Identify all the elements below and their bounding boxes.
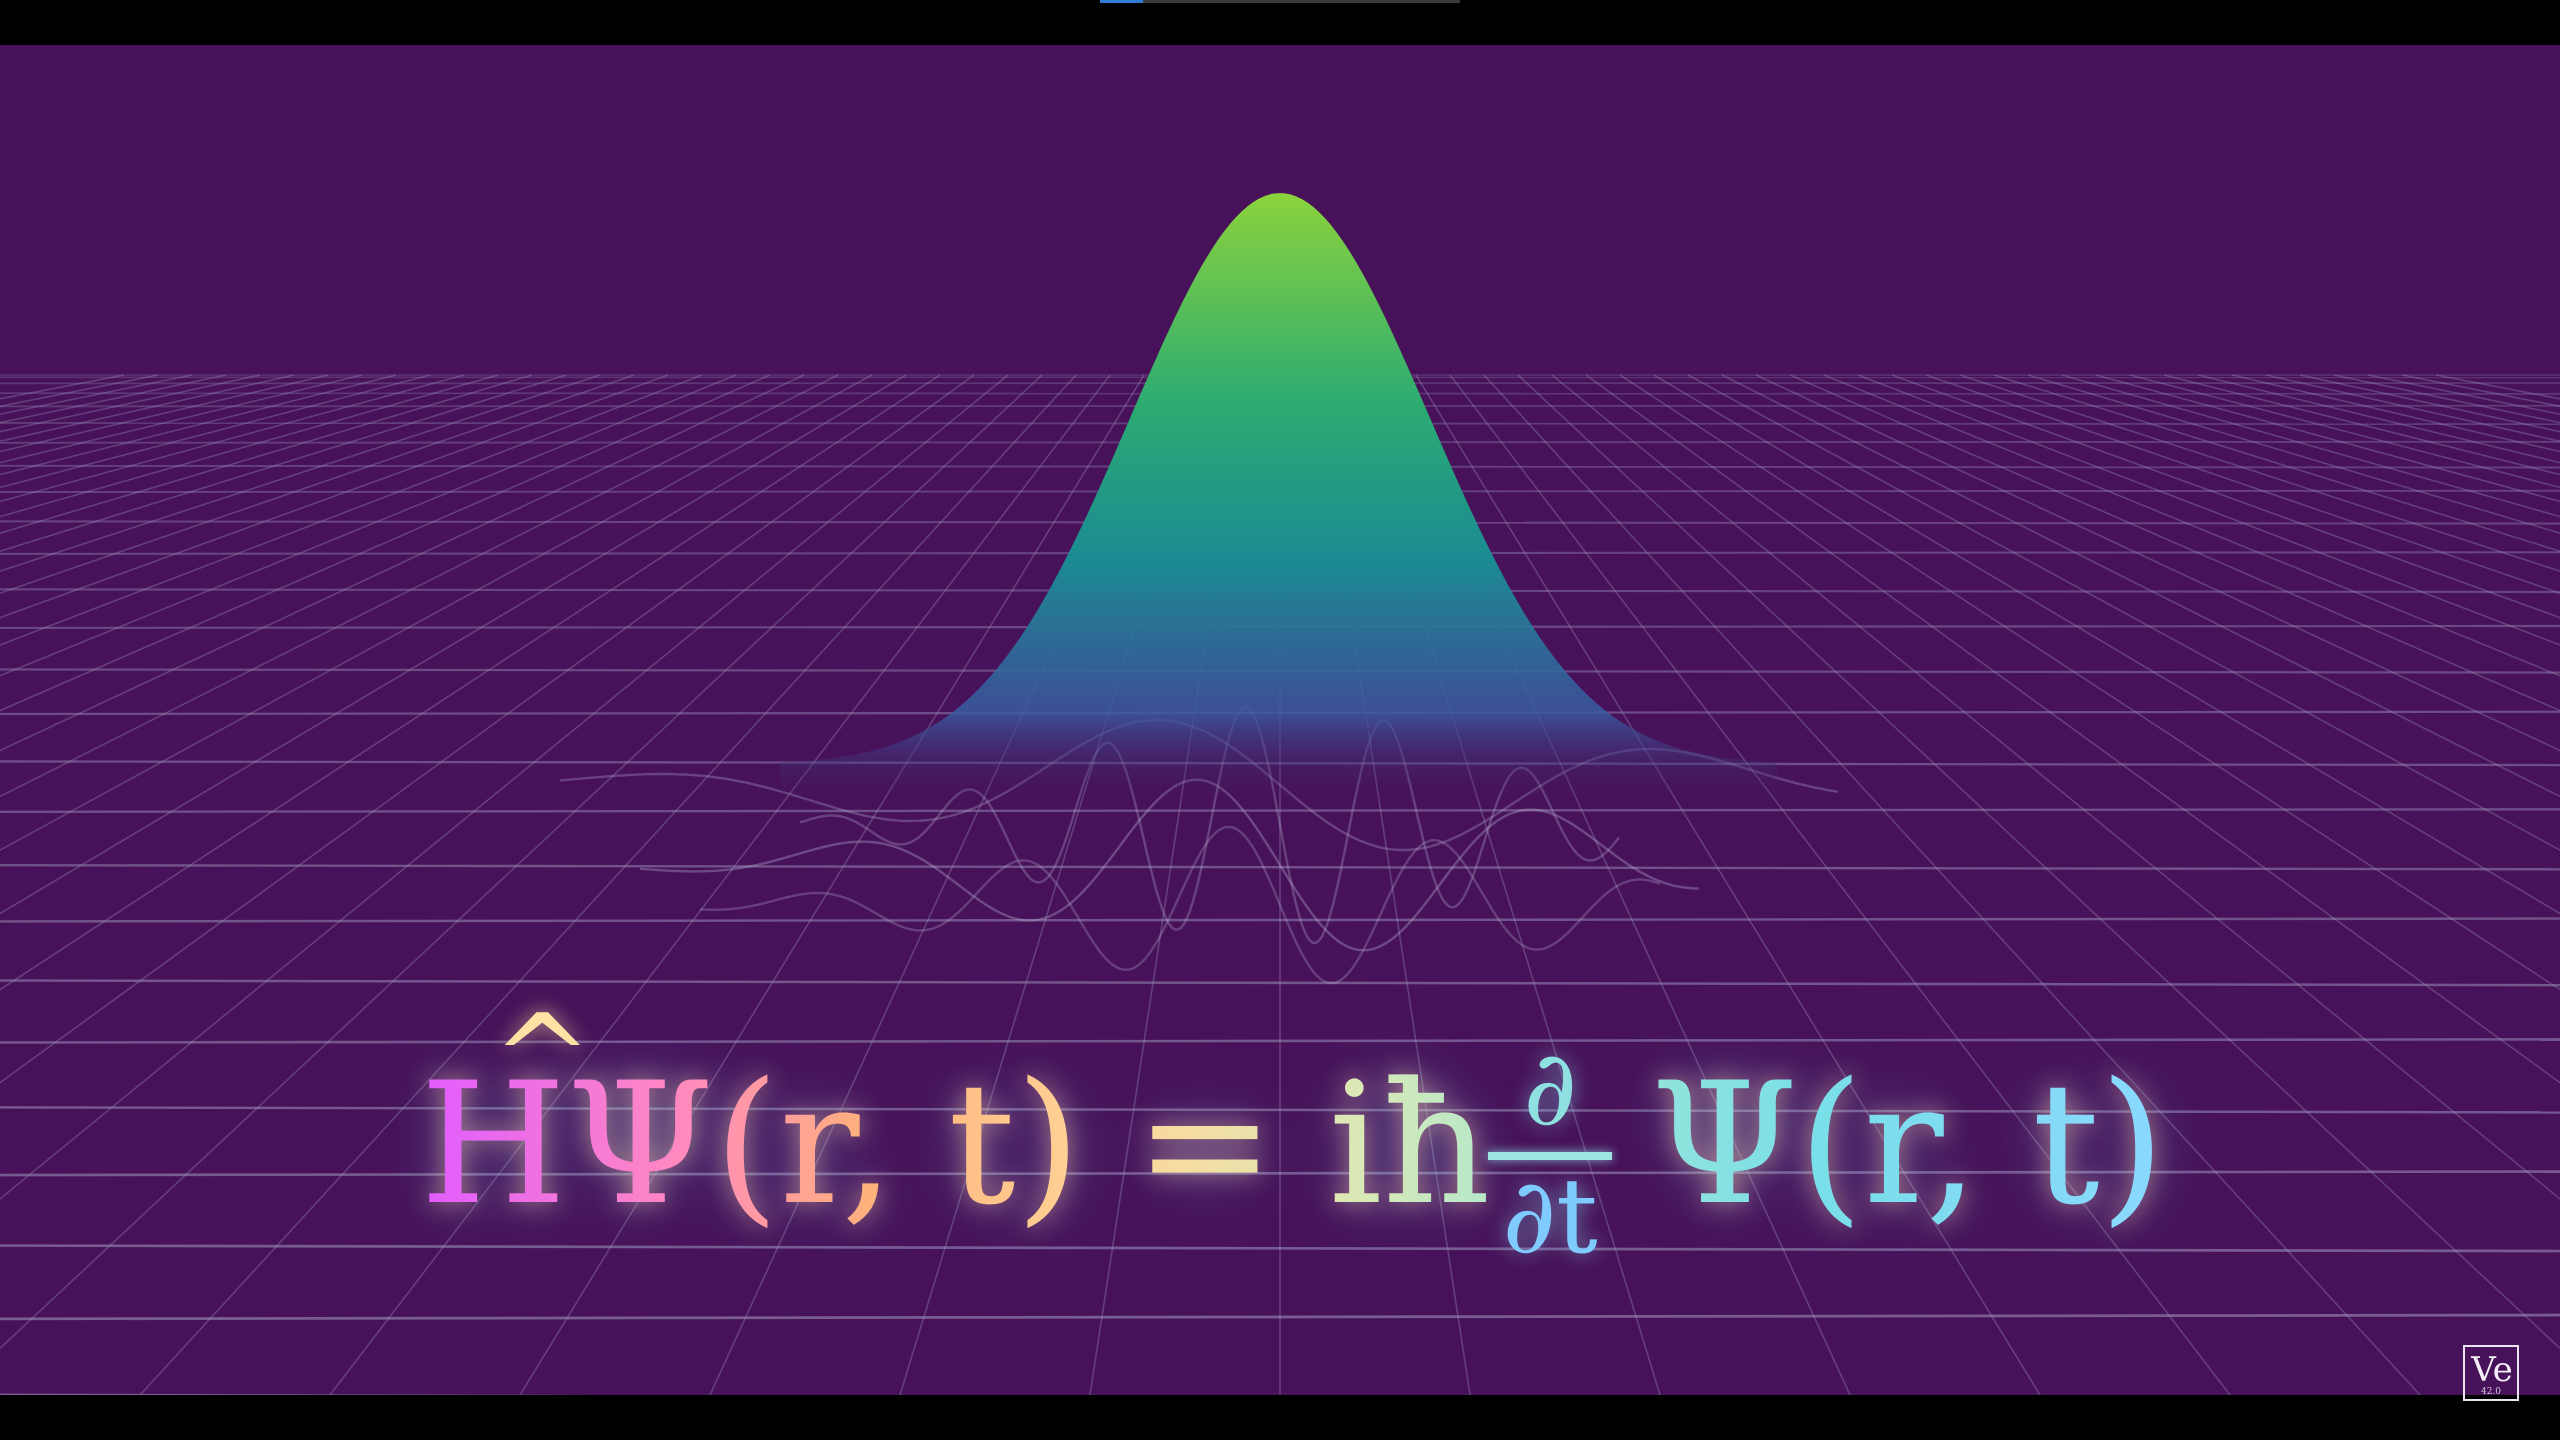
wave-curve [699,825,1661,985]
grid-line-vertical [1653,374,2560,915]
wavefunction-visualization [0,45,2560,1395]
grid-line-horizontal [0,1106,2560,1114]
grid-line-vertical [0,374,941,991]
video-progress-bar[interactable] [1100,0,1460,3]
grid-line-vertical [0,374,669,619]
grid-line-vertical [1891,374,2560,619]
grid-line-vertical [0,374,975,1084]
grid-line-vertical [0,374,703,646]
grid-line-vertical [0,374,635,595]
grid-line-vertical [0,374,567,553]
equation-partial-derivative: ∂ ∂t [1480,1036,1620,1286]
equation-frac-denominator: ∂t [1502,1155,1598,1277]
grid-line-horizontal [0,1038,2560,1044]
grid-line-vertical [0,374,1009,1200]
grid-line-horizontal [0,1313,2560,1321]
letterbox-top [0,0,2560,45]
grid-line-vertical [0,374,907,915]
grid-line-horizontal [0,1170,2560,1177]
grid-line-vertical [1551,374,2560,1200]
schrodinger-equation: ^ HΨ(r, t) = iħΨ(r, t) ∂ ∂t [420,1000,2180,1300]
grid-line-vertical [1993,374,2560,553]
video-progress-fill [1100,0,1144,3]
grid-line-vertical [1585,374,2560,1084]
equation-hat: ^ [492,1000,593,1120]
grid-line-vertical [0,374,601,572]
grid-line-vertical [1517,374,2560,1350]
grid-line-vertical [0,374,771,712]
equation-frac-bar [1488,1152,1612,1160]
grid-line-vertical [0,374,839,798]
logo-text: Ve [2471,1350,2513,1390]
grid-line-vertical [139,374,1077,1395]
grid-line-vertical [1755,374,2560,752]
wave-curve [799,705,1620,945]
grid-line-vertical [0,374,805,752]
grid-line-horizontal [0,979,2560,987]
grid-line-horizontal [0,808,2560,814]
grid-line-vertical [1925,374,2560,595]
channel-logo[interactable]: Ve 42.0 [2463,1345,2519,1401]
grid-line-vertical [1415,374,2041,1395]
grid-line-vertical [1857,374,2560,646]
probability-peak [780,193,1780,806]
grid-line-vertical [1619,374,2560,991]
grid-line-vertical [1959,374,2560,572]
grid-line-vertical [0,374,1043,1350]
logo-subtext: 42.0 [2480,1387,2502,1397]
letterbox-bottom [0,1395,2560,1440]
grid-line-vertical [0,374,873,852]
grid-line-vertical [1449,374,2231,1395]
grid-line-vertical [1789,374,2560,712]
grid-line-horizontal [0,917,2560,923]
grid-line-vertical [1687,374,2560,852]
grid-line-vertical [1823,374,2560,677]
equation-left: HΨ(r, t) = iħ Ψ(r, t) [420,1046,2166,1242]
grid-line-vertical [0,374,737,677]
grid-line-vertical [1721,374,2560,798]
video-frame[interactable]: ^ HΨ(r, t) = iħΨ(r, t) ∂ ∂t [0,45,2560,1395]
grid-line-vertical [329,374,1111,1395]
grid-line-horizontal [0,1244,2560,1253]
grid-line-horizontal [0,863,2560,871]
grid-line-vertical [1483,374,2421,1395]
grid-line-vertical [519,374,1145,1395]
equation-frac-numerator: ∂ [1523,1027,1577,1149]
